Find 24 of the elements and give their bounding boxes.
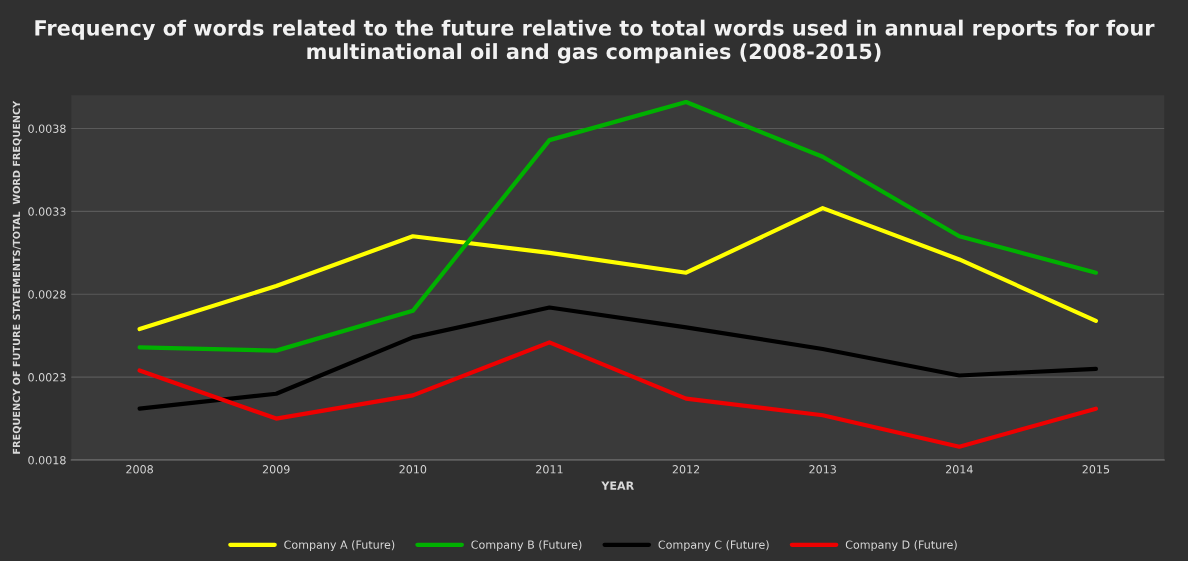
legend-label: Company B (Future) [471,540,582,551]
x-tick-label: 2008 [126,465,153,474]
x-tick-label: 2011 [536,465,563,474]
line-series [137,205,1099,332]
x-tick-label: 2015 [1082,465,1110,474]
legend-label: Company D (Future) [845,540,957,551]
x-tick-label: 2012 [672,465,700,474]
x-axis-title: YEAR [601,481,634,490]
chart-title: Frequency of words related to the future relative to total words used in annual reports for four multinational oil and gas companies (2008-2015) [35,19,1155,64]
legend-label: Company C (Future) [658,540,769,551]
legend-label: Company A (Future) [284,540,395,551]
line-series [137,99,1099,353]
y-tick-label: 0.0023 [28,373,66,382]
y-tick-label: 0.0018 [28,455,66,465]
x-tick-label: 2013 [809,465,836,474]
x-tick-label: 2014 [945,465,973,474]
y-axis-title: FREQUENCY OF FUTURE STATEMENTS/TOTAL WORD FREQUENCY [12,100,22,454]
line-series [137,340,1099,449]
x-tick-label: 2009 [262,465,290,474]
y-tick-label: 0.0033 [28,207,66,216]
y-tick-label: 0.0028 [28,290,66,299]
x-tick-label: 2010 [399,465,427,474]
y-tick-label: 0.0038 [28,124,66,133]
line-series [137,305,1099,411]
